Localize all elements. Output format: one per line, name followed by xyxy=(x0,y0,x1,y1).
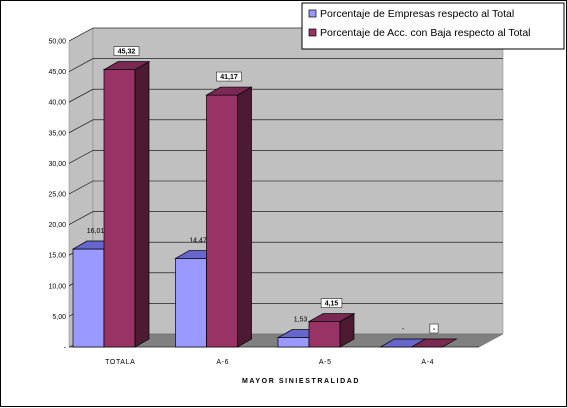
y-tick-label: 15,00 xyxy=(48,253,66,260)
x-tick-label: A-6 xyxy=(216,359,229,366)
gridline xyxy=(68,211,503,225)
bar-top xyxy=(205,86,253,96)
data-label: 41,17 xyxy=(220,74,238,81)
data-label: 14,47 xyxy=(189,237,207,244)
data-label: - xyxy=(433,326,436,333)
y-tick-label: 10,00 xyxy=(48,283,66,290)
x-tick-label: A-4 xyxy=(421,359,434,366)
y-axis-tick-labels: - 5,00 10,00 15,00 20,00 25,00 30,00 35,00 40,00… xyxy=(48,39,66,352)
y-tick-label: - xyxy=(64,345,67,352)
bar-top xyxy=(307,313,356,322)
bar-front xyxy=(175,258,207,348)
y-tick-label: 35,00 xyxy=(48,130,66,137)
y-tick-label: 20,00 xyxy=(48,222,66,229)
y-tick-label: 45,00 xyxy=(48,69,66,76)
data-label-box xyxy=(113,46,140,56)
data-label: 4,15 xyxy=(325,301,339,308)
legend: Porcentaje de Empresas respecto al Total… xyxy=(301,2,565,50)
gridline xyxy=(68,88,503,103)
x-axis-category-labels: TOTALA A-6 A-5 A-4 xyxy=(105,359,434,366)
bar-side xyxy=(237,86,252,348)
data-label: 16,01 xyxy=(87,228,105,235)
data-labels: 16,01 45,32 14,47 41,17 1,53 4,15 - - xyxy=(87,46,439,334)
legend-swatch xyxy=(308,28,317,37)
y-tick-label: 50,00 xyxy=(48,39,66,46)
gridline xyxy=(68,58,503,72)
y-tick-label: 40,00 xyxy=(48,100,66,107)
data-label: 1,53 xyxy=(294,317,308,324)
bar-front xyxy=(103,69,136,348)
legend-label: Porcentaje de Acc. con Baja respecto al … xyxy=(320,27,531,39)
gridline xyxy=(68,150,503,164)
x-tick-label: TOTALA xyxy=(105,359,135,366)
data-label-box xyxy=(216,71,242,82)
data-label-box xyxy=(320,298,343,308)
bar-side xyxy=(134,61,150,348)
bar-front xyxy=(206,94,238,348)
data-label: - xyxy=(402,326,405,333)
y-tick-label: 5,00 xyxy=(52,314,66,321)
legend-box xyxy=(301,2,565,50)
y-tick-label: 30,00 xyxy=(48,161,66,168)
x-axis-title: MAYOR SINIESTRALIDAD xyxy=(242,378,360,385)
bar-front xyxy=(308,321,341,348)
legend-swatch xyxy=(308,9,317,18)
x-tick-label: A-5 xyxy=(319,359,332,366)
y-tick-label: 25,00 xyxy=(48,192,66,199)
gridline xyxy=(68,180,503,195)
gridline xyxy=(68,119,503,134)
data-label: 45,32 xyxy=(118,49,136,56)
bar-series xyxy=(71,61,458,348)
bar-top xyxy=(102,61,151,70)
bar-top xyxy=(410,338,458,348)
data-label-box xyxy=(429,323,439,334)
bar-front xyxy=(72,248,105,348)
legend-label: Porcentaje de Empresas respecto al Total xyxy=(320,8,514,20)
bar-front xyxy=(277,337,310,348)
